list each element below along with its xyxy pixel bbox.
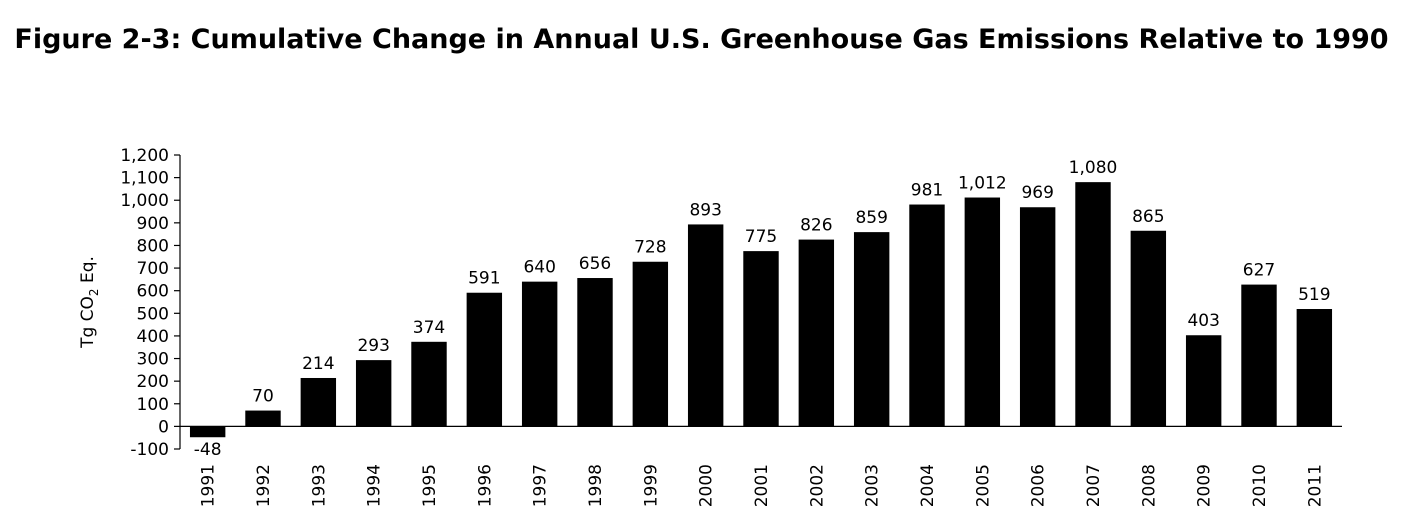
data-label: 627 xyxy=(1243,261,1275,281)
y-tick-label: 200 xyxy=(137,372,169,392)
data-label: 981 xyxy=(911,181,943,201)
bar xyxy=(577,278,613,427)
x-tick-label: 1992 xyxy=(254,464,274,507)
x-tick-label: 2004 xyxy=(918,464,938,507)
x-tick-label: 2002 xyxy=(807,464,827,507)
x-tick-label: 1996 xyxy=(475,464,495,507)
bar xyxy=(1130,230,1167,427)
bars: -48 70 214 293 374 591 640 656 728 893 775 826 859 98… xyxy=(189,158,1333,460)
y-tick-label: 1,000 xyxy=(120,191,169,211)
data-label: 969 xyxy=(1021,183,1053,203)
y-tick-label: 600 xyxy=(137,282,169,302)
data-label: 656 xyxy=(579,254,611,274)
bar xyxy=(245,410,281,427)
y-axis-label-end: Eq. xyxy=(78,256,98,288)
bar xyxy=(909,204,945,427)
x-tick-label: 2001 xyxy=(752,464,772,507)
y-tick-label: 400 xyxy=(137,327,169,347)
y-tick-label: 1,100 xyxy=(120,169,169,189)
bar xyxy=(632,261,669,427)
x-tick-label: 2005 xyxy=(973,464,993,507)
x-tick-label: 2006 xyxy=(1029,464,1049,507)
bar xyxy=(687,224,724,427)
x-tick-label: 2000 xyxy=(697,464,717,507)
bar xyxy=(853,232,890,427)
x-tick-label: 1999 xyxy=(641,464,661,507)
data-label: 70 xyxy=(252,387,274,407)
x-tick-label: 1994 xyxy=(365,464,385,507)
x-tick-label: 2008 xyxy=(1139,464,1159,507)
y-tick-label: 900 xyxy=(137,214,169,234)
data-label: 214 xyxy=(302,354,334,374)
data-label: 640 xyxy=(523,258,555,278)
y-tick-label: 1,200 xyxy=(120,146,169,166)
bar xyxy=(189,426,226,438)
data-label: 1,080 xyxy=(1069,158,1118,178)
x-axis: 1991 1992 1993 1994 1995 1996 1997 1998 1999 2000… xyxy=(180,425,1342,507)
data-label: 775 xyxy=(745,227,777,247)
y-tick-label: -100 xyxy=(130,440,169,460)
data-label: -48 xyxy=(194,440,222,460)
x-tick-label: 1993 xyxy=(309,464,329,507)
data-label: 403 xyxy=(1187,311,1219,331)
y-tick-label: 300 xyxy=(137,350,169,370)
bar xyxy=(1185,335,1222,427)
y-tick-label: 100 xyxy=(137,395,169,415)
data-label: 728 xyxy=(634,238,666,258)
data-label: 591 xyxy=(468,269,500,289)
bar xyxy=(1075,182,1111,427)
x-tick-label: 1997 xyxy=(531,464,551,507)
y-axis-label-main: Tg CO xyxy=(78,296,98,349)
data-label: 374 xyxy=(413,318,445,338)
bar xyxy=(964,197,1001,427)
bar xyxy=(300,377,337,427)
bar xyxy=(1019,207,1056,427)
y-tick-label: 700 xyxy=(137,259,169,279)
chart-title: Figure 2-3: Cumulative Change in Annual … xyxy=(14,24,1389,55)
x-tick-label: 1998 xyxy=(586,464,606,507)
x-tick-label: 2009 xyxy=(1195,464,1215,507)
data-label: 893 xyxy=(689,200,721,220)
x-tick-label: 2003 xyxy=(863,464,883,507)
x-tick-label: 2007 xyxy=(1084,464,1104,507)
bar xyxy=(743,251,779,427)
bar xyxy=(1296,309,1333,427)
data-label: 293 xyxy=(357,336,389,356)
y-tick-label: 500 xyxy=(137,304,169,324)
x-tick-label: 2011 xyxy=(1305,464,1325,507)
x-tick-label: 1995 xyxy=(420,464,440,507)
x-tick-label: 1991 xyxy=(199,464,219,507)
bar xyxy=(411,341,447,427)
y-axis-title: Tg CO2 Eq. xyxy=(78,256,101,349)
y-tick-label: 0 xyxy=(158,417,169,437)
bar xyxy=(355,360,392,427)
data-label: 865 xyxy=(1132,207,1164,227)
bar xyxy=(466,292,503,427)
bar xyxy=(521,281,558,427)
data-label: 826 xyxy=(800,216,832,236)
x-tick-label: 2010 xyxy=(1250,464,1270,507)
data-label: 519 xyxy=(1298,285,1330,305)
data-label: 859 xyxy=(855,208,887,228)
y-axis-label-subscript: 2 xyxy=(87,288,101,296)
y-tick-label: 800 xyxy=(137,236,169,256)
data-label: 1,012 xyxy=(958,174,1007,194)
bar xyxy=(798,239,835,427)
bar xyxy=(1241,284,1277,427)
y-axis-label: Tg CO2 Eq. xyxy=(78,256,101,349)
